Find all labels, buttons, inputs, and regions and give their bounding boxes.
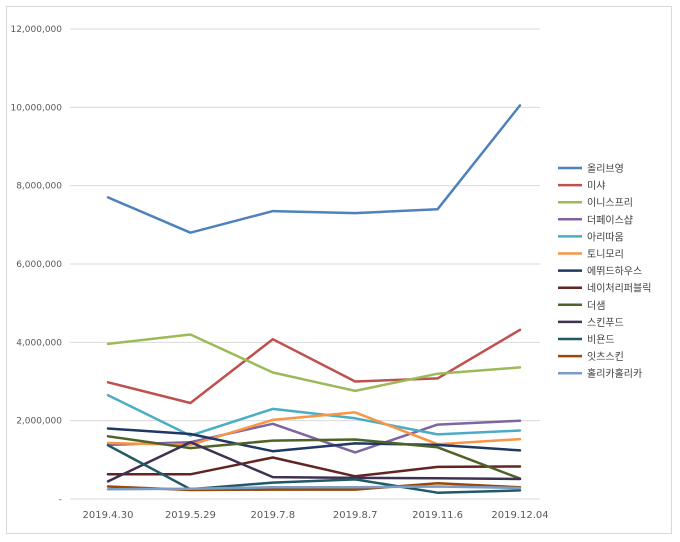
series-line bbox=[106, 427, 522, 453]
legend-label: 스킨푸드 bbox=[587, 317, 624, 329]
series-line bbox=[106, 456, 522, 478]
legend-label: 잇츠스킨 bbox=[587, 351, 624, 363]
legend-item: 더샘 bbox=[558, 300, 605, 312]
series-line bbox=[106, 485, 522, 491]
y-axis: - 2,000,000 4,000,000 6,000,000 8,000,000 10,… bbox=[10, 25, 62, 505]
x-tick-label: 2019.12.04 bbox=[491, 510, 548, 521]
legend-label: 에뛰드하우스 bbox=[587, 265, 642, 278]
y-tick-label: 8,000,000 bbox=[16, 182, 62, 192]
series-line bbox=[106, 411, 522, 447]
x-tick-label: 2019.8.7 bbox=[333, 510, 378, 521]
legend-item: 홀리카홀리카 bbox=[558, 367, 642, 380]
legend-label: 더샘 bbox=[587, 300, 605, 312]
legend-label: 토니모리 bbox=[587, 249, 624, 261]
y-tick-label: 6,000,000 bbox=[16, 260, 62, 270]
y-tick-label: 2,000,000 bbox=[16, 417, 62, 427]
series-lines bbox=[106, 104, 522, 494]
x-tick-label: 2019.4.30 bbox=[83, 510, 134, 521]
legend-label: 더페이스샵 bbox=[587, 214, 633, 226]
legend-item: 스킨푸드 bbox=[558, 317, 624, 329]
series-line bbox=[106, 104, 522, 234]
series-line bbox=[106, 393, 522, 437]
legend-label: 이니스프리 bbox=[587, 197, 633, 209]
y-tick-label: 12,000,000 bbox=[10, 25, 62, 35]
x-tick-label: 2019.5.29 bbox=[165, 510, 216, 521]
legend-label: 아리따움 bbox=[587, 231, 624, 243]
y-tick-label: - bbox=[59, 495, 62, 505]
series-line bbox=[106, 440, 522, 483]
legend-item: 더페이스샵 bbox=[558, 214, 633, 226]
legend-item: 이니스프리 bbox=[558, 197, 633, 209]
legend-label: 네이처리퍼블릭 bbox=[587, 283, 651, 295]
x-axis: 2019.4.30 2019.5.29 2019.7.8 2019.8.7 2019.1… bbox=[83, 510, 549, 521]
series-line bbox=[106, 333, 522, 393]
legend-label: 홀리카홀리카 bbox=[587, 367, 642, 380]
x-tick-label: 2019.7.8 bbox=[251, 510, 296, 521]
legend-label: 올리브영 bbox=[587, 163, 624, 175]
legend-item: 잇츠스킨 bbox=[558, 351, 624, 363]
series-line bbox=[106, 435, 522, 480]
legend-item: 토니모리 bbox=[558, 249, 624, 261]
legend-label: 미샤 bbox=[587, 180, 605, 192]
legend-item: 네이처리퍼블릭 bbox=[558, 283, 651, 295]
series-line bbox=[106, 419, 522, 454]
y-tick-label: 4,000,000 bbox=[16, 338, 62, 348]
legend-item: 미샤 bbox=[558, 180, 605, 192]
legend-item: 비욘드 bbox=[558, 334, 615, 346]
x-tick-label: 2019.11.6 bbox=[412, 510, 463, 521]
gridlines bbox=[70, 28, 540, 500]
series-line bbox=[106, 328, 522, 405]
y-tick-label: 10,000,000 bbox=[10, 103, 62, 113]
legend-label: 비욘드 bbox=[587, 334, 615, 346]
legend-item: 올리브영 bbox=[558, 163, 624, 175]
legend-item: 에뛰드하우스 bbox=[558, 265, 642, 278]
legend: 올리브영미샤이니스프리더페이스샵아리따움토니모리에뛰드하우스네이처리퍼블릭더샘스… bbox=[558, 163, 651, 380]
legend-item: 아리따움 bbox=[558, 231, 624, 243]
series-line bbox=[106, 444, 522, 494]
